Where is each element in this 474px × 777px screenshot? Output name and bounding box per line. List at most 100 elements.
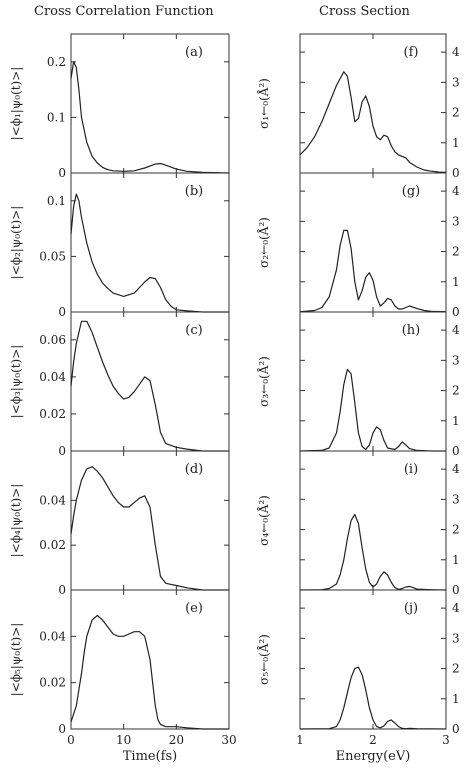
y-tick-label: 2 (452, 245, 460, 259)
y-tick-label: 4 (452, 601, 460, 615)
panel-frame (299, 172, 447, 313)
y-tick-label: 0 (58, 166, 66, 180)
y-tick-label: 0 (452, 305, 460, 319)
panel-b: 0 0.05 0.1 |<ϕ₂|ψ₀(t)>| (b) (9, 172, 230, 319)
y-axis-label: |<ϕ₁|ψ₀(t)>| (9, 67, 23, 141)
y-tick-label: 1 (452, 275, 460, 289)
series-line (299, 666, 447, 730)
panel-j: 0 1 2 3 4 1 2 3 Energy(eV) σ₅←₀(Å²) (j) (256, 589, 460, 764)
y-tick-label: 0 (452, 166, 460, 180)
y-axis-label: σ₅←₀(Å²) (256, 634, 271, 685)
y-tick-label: 0 (58, 444, 66, 458)
x-tick-label: 30 (221, 733, 236, 747)
series-line (299, 368, 446, 452)
panel-c: 0 0.02 0.04 0.06 |<ϕ₃|ψ₀(t)>| (c) (9, 311, 230, 458)
y-tick-label: 0 (452, 444, 460, 458)
panel-label: (b) (185, 184, 203, 199)
y-axis-label: |<ϕ₄|ψ₀(t)>| (9, 484, 23, 558)
y-tick-label: 0.02 (39, 407, 66, 421)
panel-h: 0 1 2 3 4 σ₃←₀(Å²) (h) (256, 311, 460, 458)
panel-label: (c) (185, 323, 202, 338)
y-tick-label: 1 (452, 414, 460, 428)
y-tick-label: 3 (452, 353, 460, 367)
y-tick-label: 0.02 (39, 538, 66, 552)
panel-a: 0 0.1 0.2 |<ϕ₁|ψ₀(t)>| (a) (9, 33, 230, 180)
y-tick-label: 0.04 (39, 629, 66, 643)
y-tick-label: 4 (452, 184, 460, 198)
y-tick-label: 0.2 (47, 55, 66, 69)
y-tick-label: 4 (452, 323, 460, 337)
panel-label: (j) (404, 601, 418, 616)
panel-i: 0 1 2 3 4 σ₄←₀(Å²) (i) (256, 450, 460, 597)
series-line (70, 61, 230, 174)
panel-frame (299, 589, 447, 730)
y-tick-label: 0.06 (39, 333, 66, 347)
y-axis-label: σ₃←₀(Å²) (256, 356, 271, 407)
right-column-title: Cross Section (319, 4, 410, 19)
panel-frame (70, 172, 230, 313)
y-tick-label: 0 (452, 722, 460, 736)
x-axis-label: Time(fs) (123, 749, 177, 764)
y-tick-label: 0.04 (39, 370, 66, 384)
y-tick-label: 4 (452, 462, 460, 476)
y-tick-label: 0.02 (39, 676, 66, 690)
series-line (299, 71, 447, 173)
panel-f: 0 1 2 3 4 σ₁←₀(Å²) (f) (256, 33, 460, 180)
y-tick-label: 3 (452, 214, 460, 228)
series-line (299, 513, 447, 591)
panel-label: (e) (185, 601, 203, 616)
y-tick-label: 0 (58, 583, 66, 597)
series-line (70, 320, 229, 452)
x-tick-label: 20 (169, 733, 184, 747)
x-tick-label: 0 (67, 733, 75, 747)
series-line (299, 229, 447, 313)
panel-frame (70, 450, 230, 591)
y-tick-label: 1 (452, 692, 460, 706)
y-tick-label: 0 (58, 305, 66, 319)
panel-label: (i) (404, 462, 418, 477)
x-tick-label: 1 (296, 733, 304, 747)
panel-e: 0 0.02 0.04 0 10 20 30 Time(fs) |<ϕ₅|ψ₀(t)>| (e) (9, 589, 237, 764)
series-line (70, 193, 229, 313)
panel-frame (299, 311, 447, 452)
series-line (70, 614, 229, 730)
x-tick-label: 10 (116, 733, 131, 747)
panel-frame (70, 33, 230, 174)
y-tick-label: 3 (452, 492, 460, 506)
x-axis-label: Energy(eV) (336, 749, 411, 764)
panel-label: (h) (402, 323, 421, 338)
y-tick-label: 0.1 (47, 110, 66, 124)
panel-label: (g) (402, 184, 420, 199)
series-line (70, 466, 229, 591)
panel-frame (299, 450, 447, 591)
y-tick-label: 0.1 (47, 194, 66, 208)
y-axis-label: |<ϕ₃|ψ₀(t)>| (9, 345, 23, 419)
y-tick-label: 2 (452, 662, 460, 676)
y-tick-label: 2 (452, 523, 460, 537)
y-tick-label: 0 (58, 722, 66, 736)
y-tick-label: 2 (452, 106, 460, 120)
y-axis-label: |<ϕ₂|ψ₀(t)>| (9, 206, 23, 280)
x-tick-label: 3 (442, 733, 450, 747)
y-tick-label: 2 (452, 384, 460, 398)
panel-g: 0 1 2 3 4 σ₂←₀(Å²) (g) (256, 172, 460, 319)
y-axis-label: σ₄←₀(Å²) (256, 495, 271, 546)
panel-label: (f) (404, 45, 419, 60)
y-tick-label: 1 (452, 136, 460, 150)
panel-d: 0 0.02 0.04 |<ϕ₄|ψ₀(t)>| (d) (9, 450, 230, 597)
y-tick-label: 4 (452, 45, 460, 59)
y-tick-label: 0 (452, 583, 460, 597)
y-tick-label: 0.04 (39, 493, 66, 507)
panel-frame (70, 589, 230, 730)
panel-label: (a) (185, 45, 203, 60)
panel-frame (299, 33, 447, 174)
y-axis-label: σ₁←₀(Å²) (256, 78, 271, 129)
left-column-title: Cross Correlation Function (34, 4, 214, 19)
panel-label: (d) (185, 462, 203, 477)
y-tick-label: 3 (452, 75, 460, 89)
x-tick-label: 2 (369, 733, 377, 747)
y-axis-label: |<ϕ₅|ψ₀(t)>| (9, 623, 23, 697)
y-tick-label: 3 (452, 631, 460, 645)
y-tick-label: 0.05 (39, 249, 66, 263)
